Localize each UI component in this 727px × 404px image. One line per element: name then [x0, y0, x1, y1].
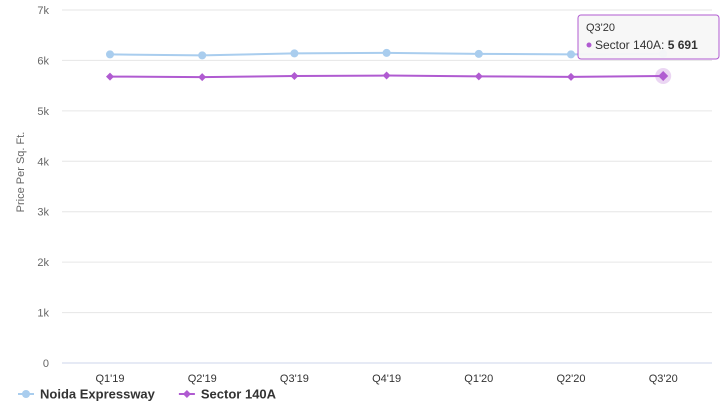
series-noida-expressway	[106, 48, 668, 60]
tooltip-label: Sector 140A: 5 691	[595, 38, 698, 52]
y-tick-label: 4k	[37, 156, 49, 168]
tooltip-category: Q3'20	[586, 22, 615, 34]
series-sector-140a	[106, 68, 672, 85]
data-point[interactable]	[382, 71, 391, 80]
tooltip-box	[577, 14, 720, 60]
y-tick-label: 0	[43, 358, 49, 370]
data-point[interactable]	[290, 72, 299, 81]
y-tick-label: 3k	[37, 207, 49, 219]
tooltip: Q3'20 Sector 140A: 5 691	[577, 14, 720, 60]
y-tick-label: 1k	[37, 308, 49, 320]
tooltip-value: 5 691	[668, 38, 698, 52]
legend-label: Sector 140A	[201, 387, 277, 402]
x-tick-label: Q2'20	[556, 373, 585, 385]
x-tick-label: Q1'19	[95, 373, 124, 385]
y-axis-title: Price Per Sq. Ft.	[15, 132, 27, 213]
x-axis-ticks: Q1'19 Q2'19 Q3'19 Q4'19 Q1'20 Q2'20 Q3'20	[95, 373, 677, 385]
data-point[interactable]	[106, 72, 114, 81]
legend[interactable]: Noida Expressway Sector 140A	[18, 387, 277, 402]
legend-item-noida-expressway[interactable]: Noida Expressway	[18, 387, 156, 402]
grid-lines	[62, 9, 712, 364]
y-axis-ticks: 0 1k 2k 3k 4k 5k 6k 7k	[37, 5, 49, 370]
data-point[interactable]	[567, 50, 575, 59]
legend-label: Noida Expressway	[40, 387, 156, 402]
y-tick-label: 7k	[37, 5, 49, 17]
series-group	[106, 48, 672, 85]
data-point[interactable]	[474, 49, 483, 58]
y-tick-label: 5k	[37, 106, 49, 118]
data-point[interactable]	[567, 72, 575, 81]
legend-marker	[182, 390, 191, 398]
data-point[interactable]	[290, 49, 299, 58]
x-tick-label: Q3'19	[280, 373, 309, 385]
y-tick-label: 6k	[37, 55, 49, 67]
legend-marker	[22, 390, 30, 398]
tooltip-marker	[586, 42, 592, 48]
x-tick-label: Q4'19	[372, 373, 401, 385]
x-tick-label: Q1'20	[464, 373, 493, 385]
data-point[interactable]	[106, 50, 114, 59]
data-point[interactable]	[382, 48, 391, 57]
data-point[interactable]	[658, 71, 669, 82]
x-tick-label: Q2'19	[188, 373, 217, 385]
y-tick-label: 2k	[37, 257, 49, 269]
legend-item-sector-140a[interactable]: Sector 140A	[178, 387, 277, 402]
data-point[interactable]	[474, 72, 483, 81]
x-tick-label: Q3'20	[649, 373, 678, 385]
data-point[interactable]	[198, 73, 207, 82]
data-point[interactable]	[198, 51, 207, 60]
